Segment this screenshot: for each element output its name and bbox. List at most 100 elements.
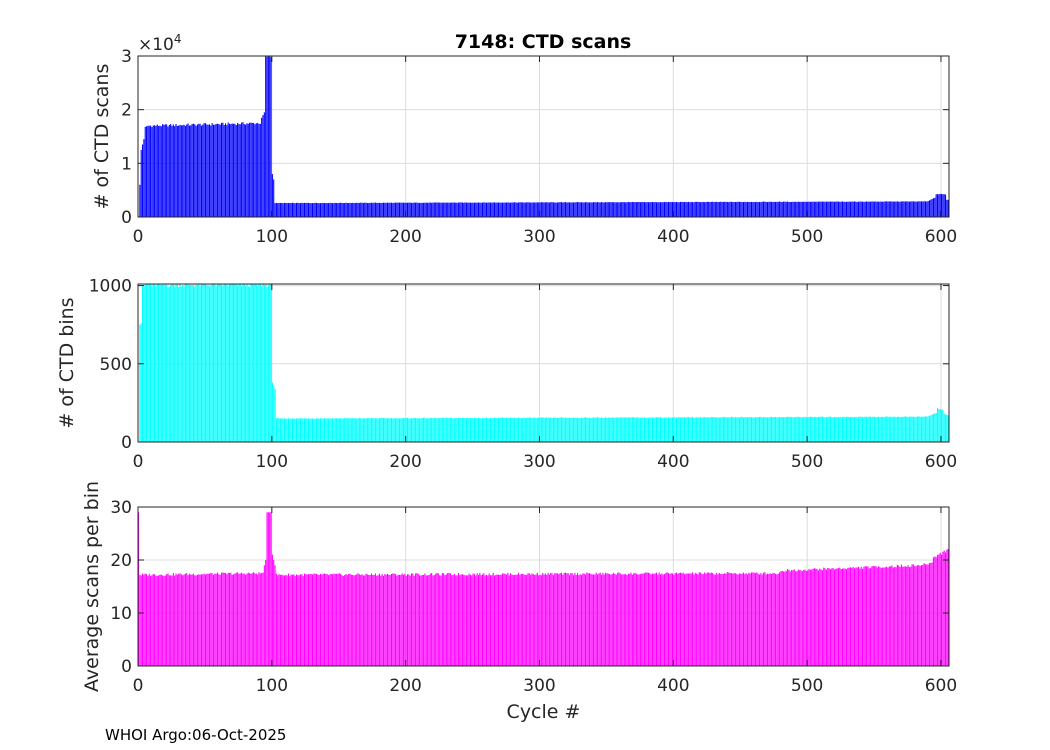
scans-bar [397,202,399,217]
ratio-bar [675,572,678,666]
ratio-bar [780,571,782,666]
ratio-bar [334,573,336,666]
bins-bar [303,418,306,442]
ratio-bar [809,569,811,666]
ratio-bar [912,564,914,666]
ratio-bar [674,573,676,666]
ratio-bar [190,574,192,666]
ratio-bar [718,572,720,666]
bins-bar [212,284,215,442]
scans-bar [396,202,398,217]
ratio-bar [625,573,627,666]
scans-bar [685,201,687,217]
ratio-bar [610,574,612,666]
scans-bar [852,201,854,217]
ratio-bar [527,573,529,666]
scans-bar [647,202,649,217]
ratio-bar [506,574,508,666]
scans-bar [453,202,455,217]
ratio-bar [515,574,517,666]
scans-bar [150,125,152,217]
ratio-bar [384,574,386,666]
scans-bar [303,202,306,217]
ratio-bar [776,574,778,666]
scans-bar [895,201,897,217]
bins-bar [598,417,600,442]
ratio-bar [598,573,600,666]
scans-bar [611,202,613,217]
bins-bar [473,417,476,442]
scans-bar [449,202,451,217]
scans-bar [502,202,504,217]
bins-bar [423,417,425,442]
ratio-bar [539,574,541,666]
scans-bar [326,203,328,217]
bins-bar [530,417,532,442]
bins-bar [444,417,446,442]
bins-bar [578,417,580,442]
ratio-bar [479,572,481,666]
ratio-bar [856,567,858,666]
ratio-bar [229,572,231,666]
ratio-bar [621,574,623,666]
scans-bar [943,194,945,217]
scans-bar [696,201,698,217]
ratio-bar [785,570,787,666]
bins-bar [483,418,485,442]
bins-bar [942,409,944,442]
bins-bar [907,416,909,442]
scans-bar [721,201,723,217]
bins-bar [281,418,283,442]
ratio-bar [171,575,173,666]
scans-bar [511,202,513,217]
ratio-bar [162,575,164,666]
ratio-bar [477,574,480,666]
ratio-bar [309,574,311,666]
scans-bar [669,202,671,217]
scans-xtick-label: 600 [925,227,957,247]
scans-bar [819,201,821,217]
ratio-bar [464,575,466,666]
ratio-bar [405,575,407,666]
bins-bar [795,417,797,442]
bins-bar [172,284,174,442]
bins-bar [349,418,351,442]
ratio-bar [216,572,219,666]
scans-bar [523,202,525,217]
scans-bar [572,202,575,217]
ratio-bar [265,560,267,666]
ratio-bar [330,573,332,666]
ratio-bar [164,575,166,666]
bins-bar [681,417,683,442]
bins-bar [520,418,522,442]
ratio-bar [467,575,469,666]
scans-bar [298,203,300,217]
scans-bar [245,124,247,217]
scans-bar [299,203,302,217]
ratio-bar [671,573,674,666]
ratio-bar [860,566,862,666]
ratio-bar [550,572,552,666]
ratio-bar [156,575,158,666]
bins-bar [417,418,419,442]
scans-bar [314,202,316,217]
ratio-bar [777,573,779,666]
ratio-bar [614,573,616,666]
scans-bar [555,202,557,217]
bins-bar [368,418,370,442]
ratio-bar [871,566,873,666]
bins-bar [459,417,461,442]
ratio-bar [349,573,351,666]
ratio-xlabel: Cycle # [507,701,581,723]
ratio-bar [203,573,205,666]
bins-bar [258,284,260,442]
ratio-bar [489,575,492,666]
scans-bar [279,202,281,217]
scans-bar [215,123,217,217]
ratio-bar [667,573,670,666]
ratio-bar [215,573,217,666]
bins-bar [336,418,338,442]
scans-bar [320,203,322,217]
scans-bar [590,202,592,217]
scans-bar [473,202,476,217]
